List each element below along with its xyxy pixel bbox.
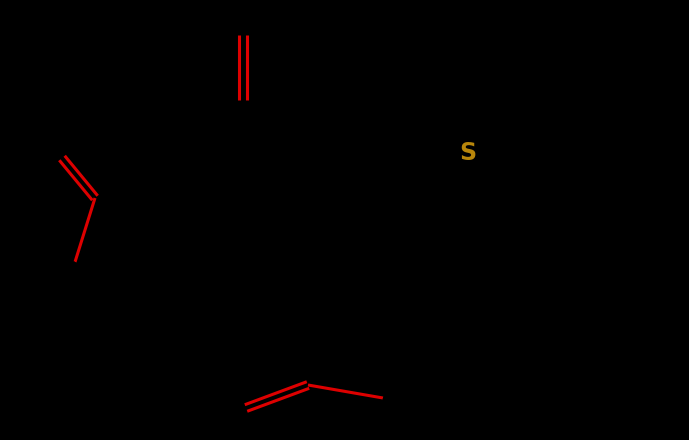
Text: S: S	[460, 141, 477, 165]
